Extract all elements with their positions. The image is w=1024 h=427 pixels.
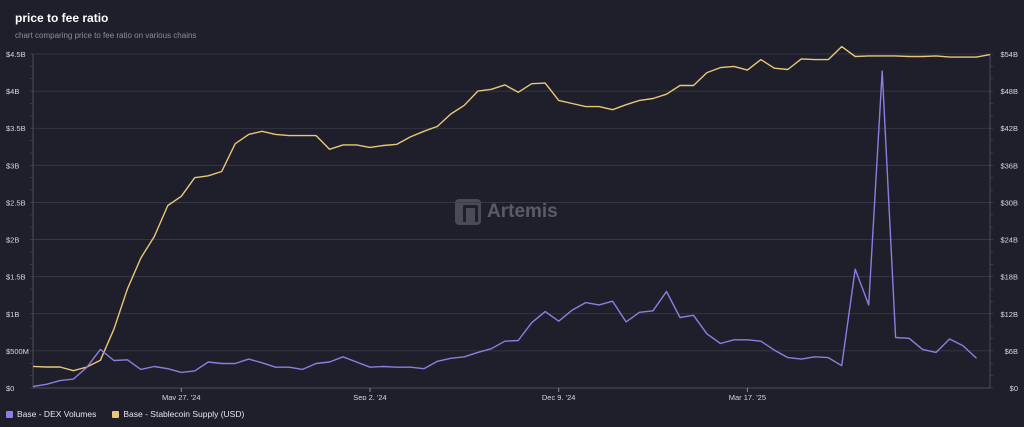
y-left-tick-label: $2B xyxy=(6,236,19,245)
y-right-tick-label: $36B xyxy=(1000,161,1018,170)
legend-label-dex: Base - DEX Volumes xyxy=(17,409,97,419)
watermark: Artemis xyxy=(455,199,558,225)
x-tick-label: Dec 9, '24 xyxy=(542,393,576,400)
legend: Base - DEX Volumes Base - Stablecoin Sup… xyxy=(6,409,244,419)
y-left-tick-label: $4B xyxy=(6,87,19,96)
y-right-tick-label: $12B xyxy=(1000,310,1018,319)
y-right-tick-label: $24B xyxy=(1000,236,1018,245)
legend-swatch-stable xyxy=(112,410,120,418)
y-right-tick-label: $0 xyxy=(1010,384,1018,393)
y-left-tick-label: $0 xyxy=(6,384,14,393)
x-tick-label: May 27, '24 xyxy=(162,393,201,400)
x-tick-label: Mar 17, '25 xyxy=(729,393,766,400)
y-right-tick-label: $48B xyxy=(1000,87,1018,96)
y-left-tick-label: $1.5B xyxy=(6,273,26,282)
y-left-tick-label: $500M xyxy=(6,347,29,356)
y-right-tick-label: $42B xyxy=(1000,124,1018,133)
x-tick-label: Sep 2, '24 xyxy=(353,393,387,400)
artemis-logo-icon xyxy=(455,199,481,225)
y-left-tick-label: $2.5B xyxy=(6,198,26,207)
legend-item-dex-volumes[interactable]: Base - DEX Volumes xyxy=(6,409,96,419)
y-right-tick-label: $6B xyxy=(1005,347,1018,356)
y-left-tick-label: $3.5B xyxy=(6,124,26,133)
watermark-text: Artemis xyxy=(487,201,558,222)
y-left-tick-label: $1B xyxy=(6,310,19,319)
y-right-tick-label: $18B xyxy=(1000,273,1018,282)
y-right-tick-label: $54B xyxy=(1000,50,1018,59)
legend-item-stablecoin-supply[interactable]: Base - Stablecoin Supply (USD) xyxy=(112,409,244,419)
y-left-tick-label: $3B xyxy=(6,161,19,170)
line-chart: $0 $500M $1B $1.5B $2B $2.5B $3B $3.5B $4B $4.5B $… xyxy=(6,45,1018,400)
y-right-tick-label: $30B xyxy=(1000,198,1018,207)
series-line-dex-volumes xyxy=(32,70,977,388)
series-line-stablecoin-supply xyxy=(32,45,991,372)
legend-label-stable: Base - Stablecoin Supply (USD) xyxy=(123,409,245,419)
chart-title: price to fee ratio xyxy=(15,11,109,25)
legend-swatch-dex xyxy=(6,410,13,418)
chart-subtitle: chart comparing price to fee ratio on va… xyxy=(15,31,197,40)
y-left-tick-label: $4.5B xyxy=(6,50,26,59)
